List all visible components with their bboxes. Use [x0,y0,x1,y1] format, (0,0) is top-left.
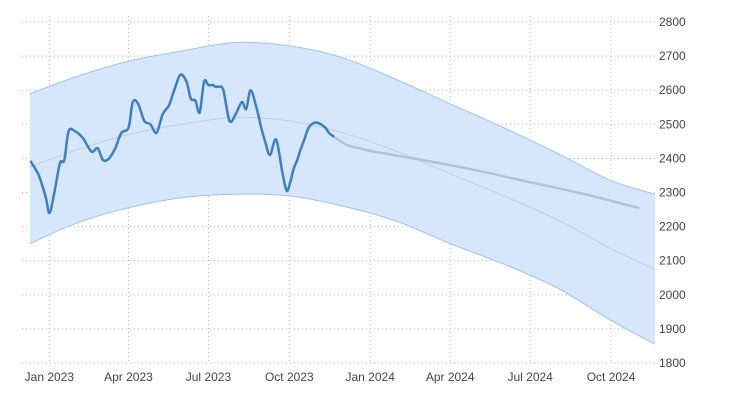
y-tick-label: 2300 [659,186,686,200]
trend-band-upper-edge [29,41,656,195]
x-tick-label: Apr 2024 [426,370,475,384]
y-tick-label: 2400 [659,151,686,165]
forecast-line [332,134,640,210]
y-tick-label: 2500 [659,117,686,131]
x-tick-label: Apr 2023 [104,370,153,384]
y-tick-label: 1800 [659,356,686,370]
y-tick-label: 1900 [659,322,686,336]
trend-band [30,42,655,345]
x-tick-label: Jan 2024 [345,370,395,384]
y-axis-labels: 1800 1900 2000 2100 2200 2300 2400 2500 2600 2700… [659,15,686,370]
actual-price-line [29,73,335,215]
x-tick-label: Jul 2024 [507,370,553,384]
x-axis-labels: Jan 2023 Apr 2023 Jul 2023 Oct 2023 Jan 2024… [25,370,636,384]
x-tick-label: Oct 2023 [265,370,314,384]
trend-band-lower-edge [29,193,656,345]
y-tick-label: 2100 [659,254,686,268]
y-tick-label: 2800 [659,15,686,29]
y-tick-label: 2700 [659,49,686,63]
y-tick-label: 2600 [659,83,686,97]
y-tick-label: 2000 [659,288,686,302]
x-tick-label: Jul 2023 [186,370,232,384]
trend-center-line [29,116,656,270]
y-tick-label: 2200 [659,220,686,234]
x-tick-label: Jan 2023 [25,370,75,384]
x-tick-label: Oct 2024 [587,370,636,384]
